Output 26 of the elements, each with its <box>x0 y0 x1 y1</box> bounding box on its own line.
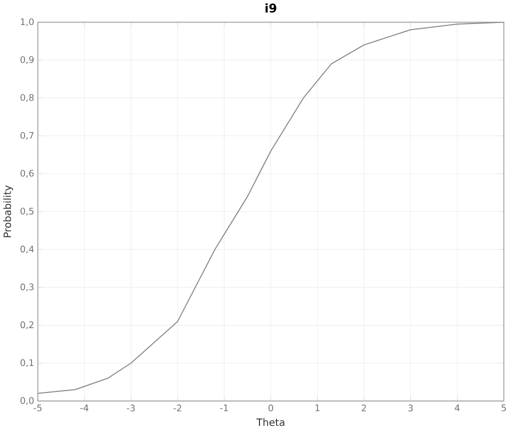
y-tick-label: 0,3 <box>20 283 34 292</box>
y-tick-label: 0,0 <box>20 396 34 405</box>
x-tick-label: -2 <box>174 404 182 412</box>
x-tick-label: -1 <box>220 404 228 411</box>
x-tick-label: 2 <box>362 404 366 412</box>
y-tick-label: 0,7 <box>20 132 34 140</box>
x-tick-label: 1 <box>316 404 320 411</box>
y-tick-label: 0,6 <box>20 170 34 178</box>
y-tick-label: 0,9 <box>20 56 34 64</box>
x-tick-label: -5 <box>34 404 42 412</box>
y-tick-label: 0,5 <box>20 208 34 216</box>
y-tick-label: 0,1 <box>20 359 34 367</box>
y-axis-title: Probability <box>3 185 14 237</box>
line-series <box>38 22 504 394</box>
chart-title: i9 <box>266 3 276 12</box>
x-tick-label: -3 <box>126 404 135 412</box>
x-tick-label: 0 <box>268 404 274 412</box>
x-tick-label: -4 <box>80 404 88 411</box>
x-tick-label: 5 <box>502 404 506 412</box>
y-tick-label: 0,8 <box>20 94 34 102</box>
x-axis-title: Theta <box>256 418 284 426</box>
y-tick-label: 1,0 <box>20 18 34 26</box>
y-tick-label: 0,2 <box>20 321 34 329</box>
x-tick-label: 4 <box>454 404 460 411</box>
x-tick-label: 3 <box>408 404 413 412</box>
y-tick-label: 0,4 <box>20 245 34 254</box>
